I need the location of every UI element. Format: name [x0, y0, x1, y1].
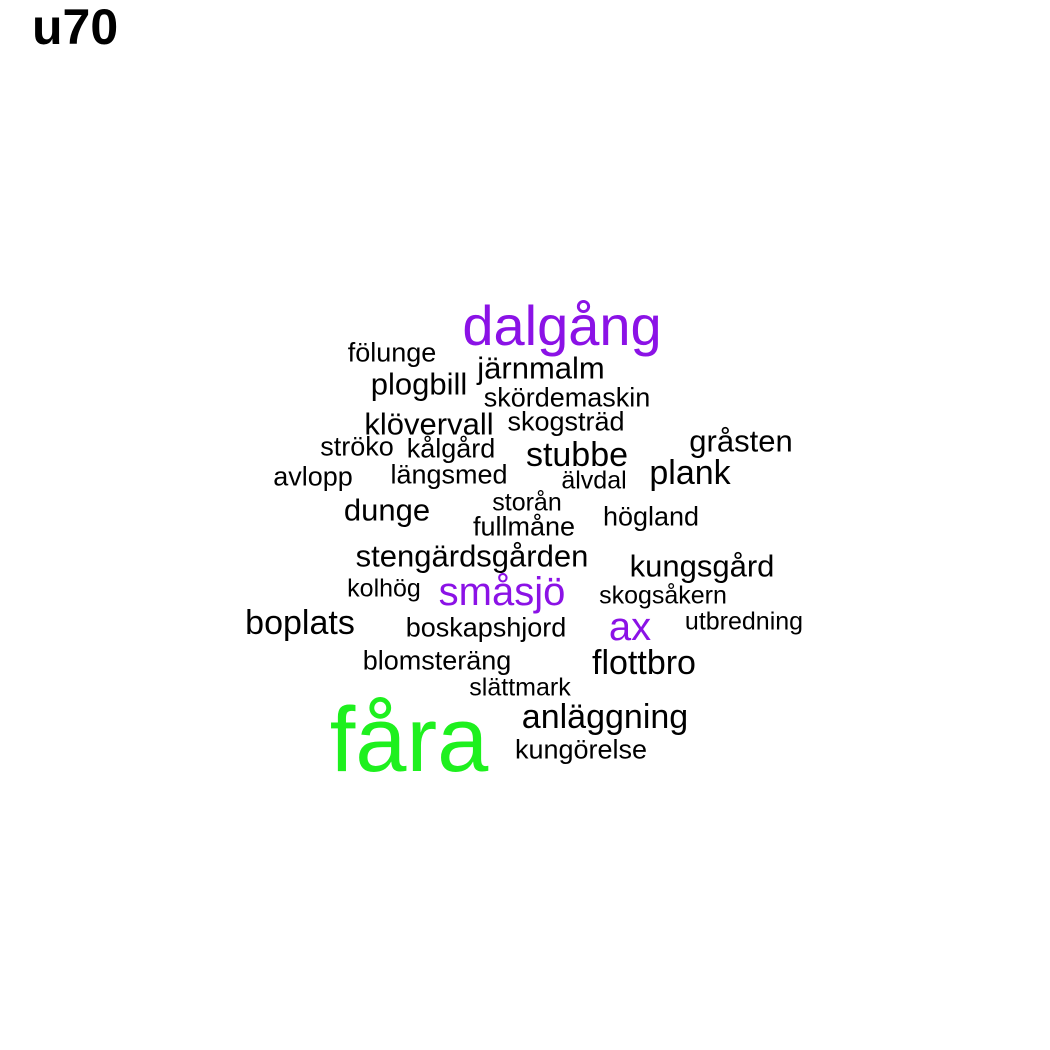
word-grasten: gråsten — [689, 423, 793, 459]
word-anlaggning: anläggning — [521, 698, 689, 736]
word-folunge: fölunge — [347, 337, 437, 368]
word-kalgard: kålgård — [406, 433, 496, 464]
word-plank: plank — [649, 454, 731, 492]
word-klovervall: klövervall — [364, 406, 494, 442]
word-skogstrad: skogsträd — [507, 406, 625, 437]
word-stroko: ströko — [320, 431, 394, 462]
word-fullmane: fullmåne — [472, 511, 576, 542]
word-slattmark: slättmark — [469, 673, 571, 702]
word-dunge: dunge — [343, 492, 431, 528]
word-ax: ax — [608, 605, 652, 649]
word-hogland: högland — [602, 501, 700, 532]
word-boskapshjord: boskapshjord — [405, 612, 567, 643]
word-stengardsgarden: stengärdsgården — [355, 538, 589, 574]
word-skogsakern: skogsåkern — [599, 581, 727, 610]
word-kolhog: kolhög — [347, 574, 421, 603]
word-boplats: boplats — [245, 604, 355, 642]
word-storan: storån — [492, 488, 562, 517]
word-blomsterang: blomsteräng — [362, 645, 512, 676]
word-alvdal: älvdal — [561, 466, 627, 495]
word-langsmed: längsmed — [390, 459, 508, 490]
word-kungorelse: kungörelse — [514, 734, 648, 765]
word-flottbro: flottbro — [592, 644, 696, 682]
word-kungsgard: kungsgård — [629, 548, 775, 584]
word-utbredning: utbredning — [684, 607, 804, 636]
word-fara: fåra — [329, 689, 489, 791]
word-jarnmalm: järnmalm — [477, 350, 605, 386]
word-skordemaskin: skördemaskin — [483, 382, 651, 413]
word-smasjo: småsjö — [438, 570, 566, 614]
word-avlopp: avlopp — [273, 461, 353, 492]
word-plogbill: plogbill — [370, 366, 468, 402]
word-stubbe: stubbe — [525, 436, 629, 474]
page-title: u70 — [32, 0, 119, 55]
word-dalgang: dalgång — [462, 294, 662, 357]
